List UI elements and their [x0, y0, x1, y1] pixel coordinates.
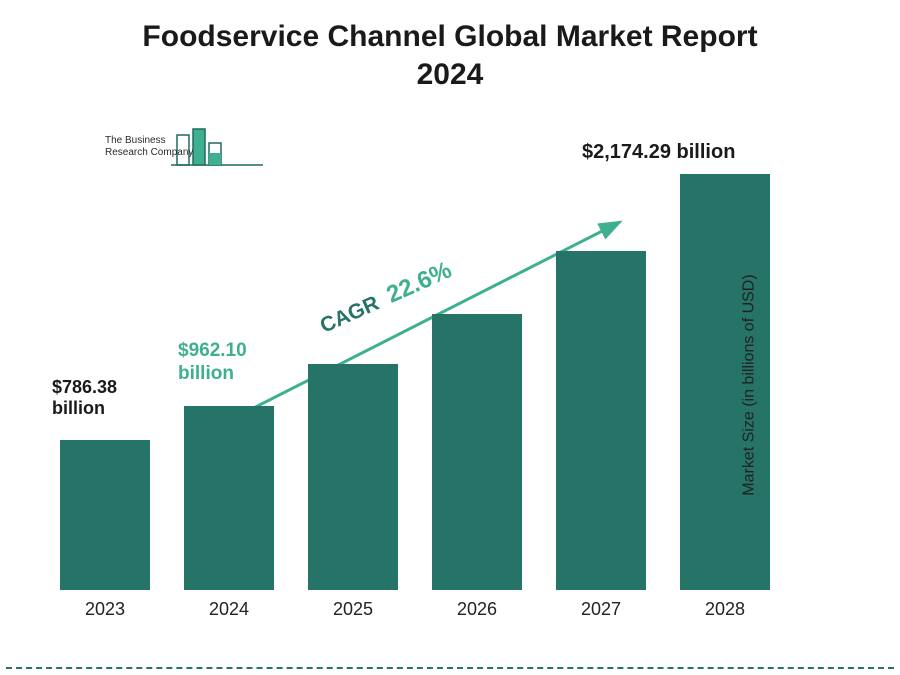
x-tick-2024: 2024 — [184, 599, 274, 620]
logo-line1: The Business — [105, 135, 166, 146]
title-line1: Foodservice Channel Global Market Report — [142, 20, 757, 53]
plot-area: CAGR 22.6% $786.38 billion $962.10 billi… — [60, 150, 800, 590]
x-tick-2028: 2028 — [680, 599, 770, 620]
value-label-2024: $962.10 billion — [178, 340, 247, 386]
x-tick-2025: 2025 — [308, 599, 398, 620]
bar-2027 — [556, 251, 646, 590]
value-label-2028: $2,174.29 billion — [582, 140, 735, 164]
x-tick-2026: 2026 — [432, 599, 522, 620]
bar-2023 — [60, 440, 150, 590]
bar-2025 — [308, 364, 398, 590]
chart-title: Foodservice Channel Global Market Report… — [0, 0, 900, 93]
title-line2: 2024 — [417, 58, 484, 91]
y-axis-label: Market Size (in billions of USD) — [740, 274, 758, 495]
bottom-divider — [6, 667, 894, 669]
chart-area: CAGR 22.6% $786.38 billion $962.10 billi… — [60, 150, 840, 620]
cagr-text: CAGR — [317, 292, 383, 338]
bar-2024 — [184, 406, 274, 590]
bar-2026 — [432, 314, 522, 590]
x-tick-2023: 2023 — [60, 599, 150, 620]
cagr-value: 22.6% — [383, 256, 456, 308]
value-label-2023: $786.38 billion — [52, 377, 117, 420]
x-tick-2027: 2027 — [556, 599, 646, 620]
